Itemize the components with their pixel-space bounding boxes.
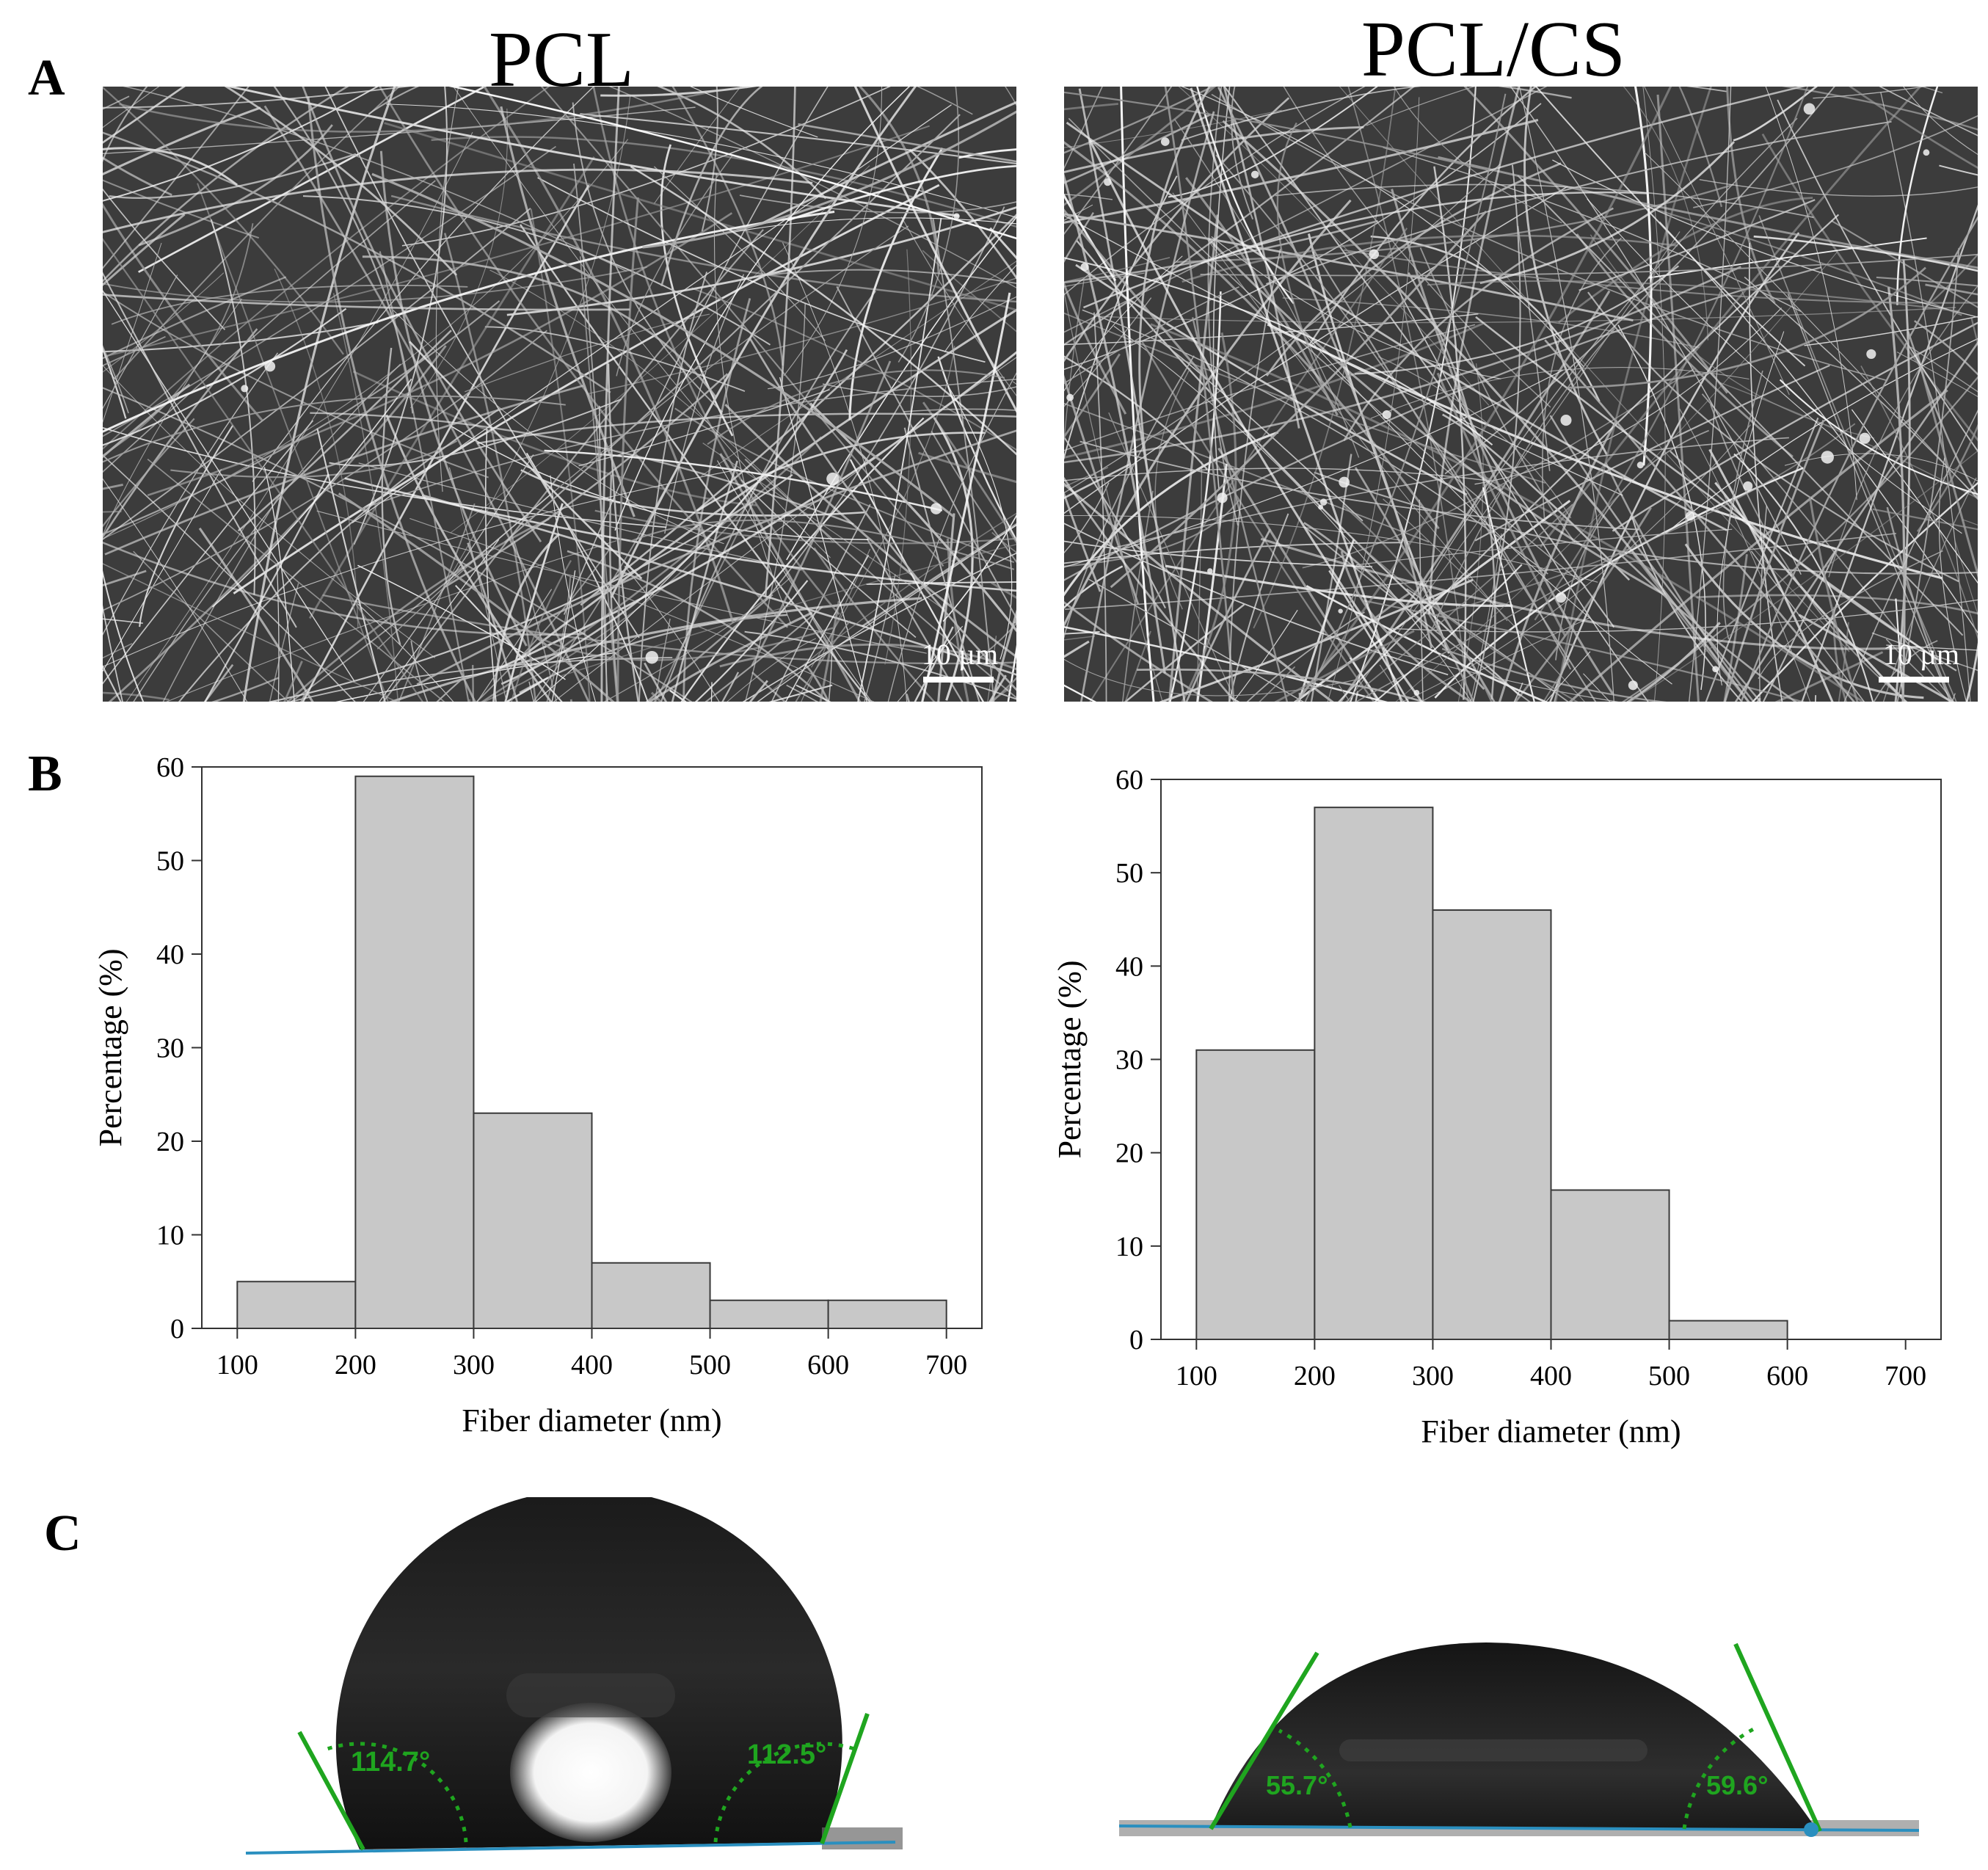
y-tick-label: 60 [1115,765,1143,796]
column-title-pcl-cs: PCL/CS [1361,6,1626,93]
y-axis-label: Percentage (%) [92,949,128,1147]
y-tick-label: 20 [1115,1138,1143,1169]
histogram-bar [473,1112,593,1329]
y-tick-label: 60 [156,752,184,783]
x-axis-label: Fiber diameter (nm) [462,1402,721,1438]
x-tick-label: 600 [807,1350,849,1380]
angle-right-pcl: 112.5° [747,1739,827,1770]
y-tick-label: 30 [156,1033,184,1064]
x-tick-label: 200 [335,1350,376,1380]
y-tick-label: 20 [156,1127,184,1157]
scale-label-pcl-cs: 10 µm [1882,638,1960,671]
tangent-right [820,1713,870,1844]
panel-label-a: A [28,50,65,106]
x-axis-label: Fiber diameter (nm) [1421,1414,1681,1449]
y-tick-label: 0 [170,1314,184,1345]
histogram-bar [1195,1049,1316,1340]
y-axis-label: Percentage (%) [1052,961,1088,1159]
histogram-bar [1314,807,1434,1340]
baseline [1119,1824,1919,1832]
x-tick-label: 300 [453,1350,495,1380]
x-tick-label: 400 [1530,1361,1572,1391]
angle-right-pcl-cs: 59.6° [1706,1770,1769,1800]
baseline [245,1841,896,1855]
y-tick-label: 0 [1129,1325,1143,1356]
y-tick-label: 40 [1115,951,1143,982]
histogram-bar [827,1299,947,1329]
x-tick-label: 400 [571,1350,613,1380]
y-tick-label: 50 [1115,858,1143,889]
y-tick-label: 10 [156,1220,184,1251]
water-droplet [1211,1642,1816,1829]
angle-left-pcl-cs: 55.7° [1266,1770,1328,1800]
light-reflection [510,1703,671,1842]
histogram-bar [354,775,475,1329]
sem-image-pcl [103,87,1016,702]
x-tick-label: 700 [1885,1361,1926,1391]
scale-bar-pcl [923,677,994,683]
histogram-bar [1668,1320,1788,1340]
tangent-right [1733,1642,1822,1833]
x-tick-label: 200 [1294,1361,1336,1391]
x-tick-label: 700 [925,1350,967,1380]
scale-bar-pcl-cs [1879,677,1949,683]
histogram-bar [1432,909,1552,1340]
y-tick-label: 10 [1115,1231,1143,1262]
tangent-left [1209,1651,1319,1830]
panel-label-b: B [28,746,62,802]
x-tick-label: 100 [216,1350,258,1380]
angle-left-pcl: 114.7° [351,1747,431,1778]
tangent-left [297,1731,365,1851]
histogram-bar [236,1281,357,1329]
contact-angle-image-pcl: 114.7° 112.5° [242,1497,903,1864]
y-tick-label: 40 [156,939,184,970]
sem-image-pcl-cs [1064,87,1978,702]
x-tick-label: 500 [1648,1361,1690,1391]
histogram-bar [1550,1189,1670,1340]
y-tick-label: 50 [156,846,184,877]
contact-angle-image-pcl-cs: 55.7° 59.6° [1119,1622,1919,1857]
histogram-bar [591,1262,711,1329]
x-tick-label: 500 [689,1350,731,1380]
panel-label-c: C [44,1505,81,1562]
scale-label-pcl: 10 µm [921,638,999,671]
y-tick-label: 30 [1115,1045,1143,1076]
x-tick-label: 300 [1412,1361,1454,1391]
x-tick-label: 600 [1766,1361,1808,1391]
x-tick-label: 100 [1176,1361,1217,1391]
